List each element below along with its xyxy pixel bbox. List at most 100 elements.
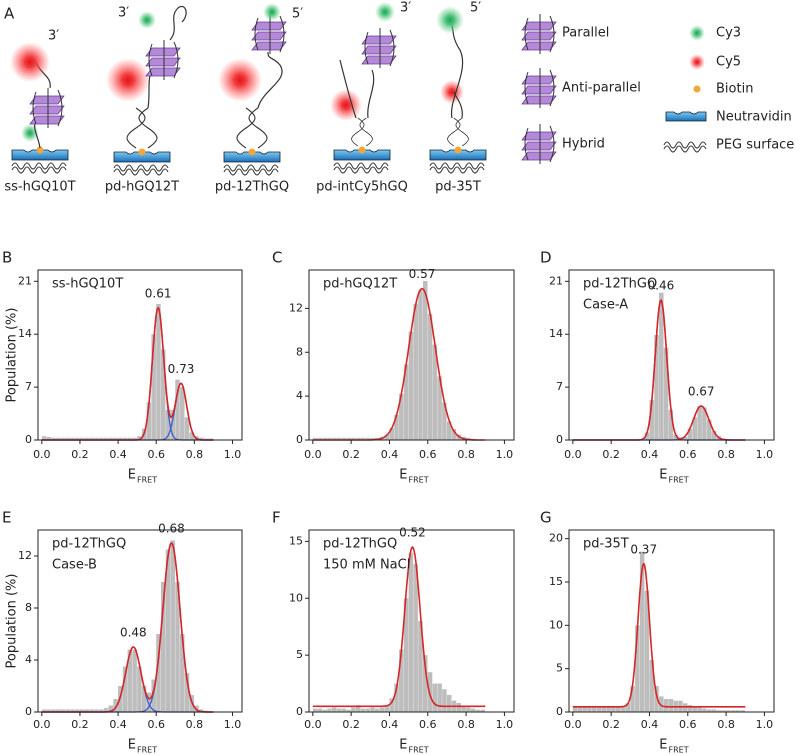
legend-icon: [521, 67, 557, 109]
histogram-bar: [437, 376, 442, 440]
x-tick-label: 1.0: [756, 448, 774, 461]
histogram-bar: [635, 625, 640, 712]
histogram-bar: [165, 549, 171, 712]
y-tick-label: 21: [549, 274, 563, 287]
x-tick-label: 1.0: [496, 718, 514, 731]
histogram-bar: [46, 436, 52, 440]
annotation: pd-12ThGQ: [583, 277, 657, 292]
histogram-bar: [659, 292, 664, 440]
histogram-bar: [456, 702, 462, 712]
histogram-bar: [331, 437, 337, 440]
fit-curve: [312, 546, 486, 708]
x-tick-label: 0.0: [33, 448, 51, 461]
x-tick-label: 0.6: [679, 718, 697, 731]
histogram-bar: [137, 436, 142, 440]
histogram-bar: [644, 432, 650, 440]
histogram-bar: [327, 437, 332, 440]
histogram-bar: [170, 409, 175, 440]
histogram-bar: [346, 437, 351, 440]
panel-a: A 3′ ss-hGQ10T 3′ pd-hGQ12T 5′ pd-12ThGQ…: [4, 1, 794, 195]
histogram-bar: [692, 417, 698, 440]
x-axis-label: E: [659, 738, 667, 753]
histogram-bar: [75, 437, 80, 440]
histogram-bar: [331, 707, 337, 712]
x-tick-label: 0.6: [679, 448, 697, 461]
histogram-bar: [418, 621, 423, 712]
histogram-bar: [726, 710, 731, 712]
x-tick-label: 0.8: [186, 718, 204, 731]
histogram-bar: [706, 709, 712, 712]
histogram-bar: [180, 387, 185, 440]
histogram-bar: [199, 437, 204, 440]
legend-icon: [521, 123, 557, 165]
histogram-bar: [394, 683, 399, 712]
histogram-bar: [75, 709, 80, 712]
histogram-bar: [639, 551, 645, 712]
y-tick-label: 0: [556, 705, 563, 718]
histogram-bar: [596, 706, 602, 712]
x-tick-label: 0.4: [641, 718, 659, 731]
histogram-bar: [317, 708, 323, 712]
construct-name: pd-intCy5hGQ: [316, 180, 408, 195]
histogram-bar: [60, 709, 66, 712]
peak-label: 0.68: [158, 522, 185, 536]
y-tick-label: 0: [25, 705, 32, 718]
y-tick-label: 0: [556, 433, 563, 446]
end-label: 3′: [48, 29, 59, 44]
legend-icon: [663, 141, 707, 153]
histogram-bar: [577, 706, 583, 712]
x-tick-label: 0.0: [304, 718, 322, 731]
histogram-bar: [587, 706, 592, 712]
legend-icon: [693, 85, 701, 93]
cy5-dye: [218, 58, 262, 102]
histogram-bar: [384, 705, 390, 712]
histogram-bar: [141, 686, 147, 712]
chart: G 0.37 0.0 0.2 0.4 0.6 0.8 1.0 0 5 10 15 20 pd-35T E FR…: [540, 509, 775, 755]
histogram-bar: [442, 689, 447, 712]
histogram-bar: [70, 709, 75, 712]
histogram-bar: [706, 419, 712, 440]
strand: [339, 59, 375, 119]
histogram-bar: [108, 437, 114, 440]
x-tick-label: 1.0: [756, 718, 774, 731]
end-label: 5′: [292, 7, 303, 22]
histogram-bar: [94, 709, 99, 712]
histogram-bar: [379, 707, 385, 712]
peak-label: 0.61: [145, 286, 172, 300]
legend-icon: [665, 111, 707, 122]
annotation: Case-B: [52, 558, 97, 573]
histogram-bar: [644, 590, 650, 712]
legend-label: Cy5: [716, 55, 741, 70]
histogram-bar: [146, 402, 152, 440]
x-axis-label: E: [128, 468, 136, 483]
x-axis-label-sub: FRET: [137, 476, 157, 485]
cy3-dye: [263, 3, 281, 21]
histogram-bar: [122, 666, 128, 712]
y-tick-label: 4: [296, 389, 303, 402]
histogram-bar: [118, 437, 123, 440]
x-tick-label: 0.8: [717, 718, 735, 731]
y-tick-label: 15: [289, 534, 303, 547]
histogram-bar: [113, 699, 118, 712]
histogram-bar: [668, 699, 674, 712]
chart: E 0.48 0.68 0.0 0.2 0.4 0.6 0.8 1.0 0 4 8 12 pd-12ThG…: [2, 509, 243, 755]
panel-label: G: [540, 509, 552, 527]
cy5-dye: [440, 80, 464, 104]
x-tick-label: 0.2: [602, 718, 620, 731]
histogram-bar: [408, 552, 414, 712]
histogram-bar: [132, 649, 137, 712]
g-quadruplex: [29, 87, 65, 129]
x-axis-label-sub: FRET: [137, 746, 157, 755]
histogram-bar: [180, 634, 185, 712]
plot-frame: [37, 269, 243, 441]
histogram-bar: [322, 709, 327, 712]
end-label: 3′: [118, 6, 129, 21]
cy3-dye: [436, 6, 464, 34]
histogram-bar: [355, 705, 361, 712]
histogram-bar: [601, 706, 607, 712]
histogram-bar: [668, 409, 674, 440]
y-tick-label: 0: [25, 433, 32, 446]
legend-label: Biotin: [716, 82, 753, 97]
x-tick-label: 0.4: [109, 718, 127, 731]
